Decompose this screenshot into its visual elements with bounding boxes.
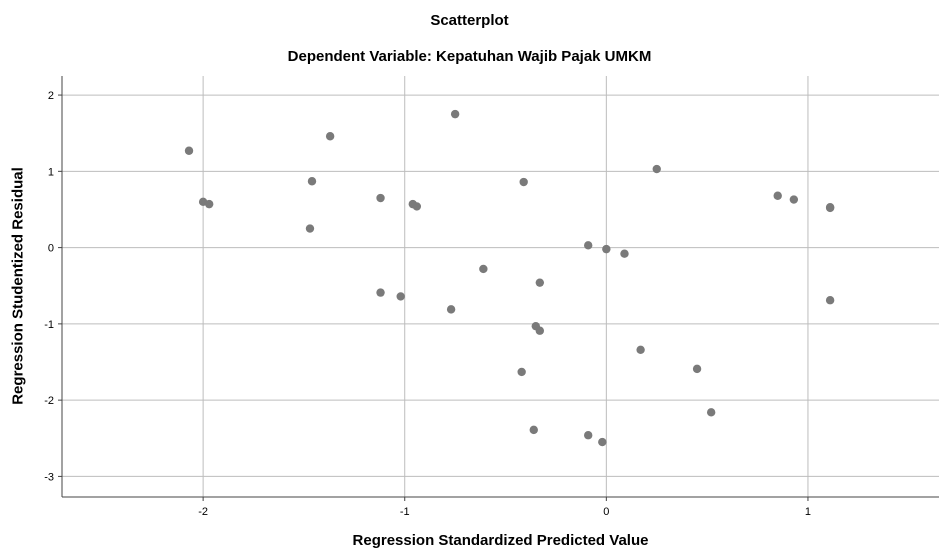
data-point <box>450 109 460 119</box>
data-point <box>620 249 629 258</box>
data-point <box>706 408 716 417</box>
y-tick-label: 2 <box>48 90 54 102</box>
y-tick-label: -2 <box>44 395 54 407</box>
data-point <box>598 437 607 447</box>
x-tick-label: 0 <box>603 506 609 518</box>
data-point <box>479 264 488 274</box>
data-point <box>519 177 528 187</box>
y-tick-label: 1 <box>48 166 54 178</box>
y-tick-label: -3 <box>44 471 54 483</box>
data-point <box>396 292 405 301</box>
data-point <box>305 224 315 233</box>
data-point <box>307 177 317 186</box>
data-point <box>529 425 538 435</box>
data-point <box>692 364 702 374</box>
data-point <box>517 367 526 377</box>
data-point <box>825 296 835 305</box>
data-point <box>535 326 545 335</box>
data-point <box>584 241 593 250</box>
data-point <box>376 193 385 203</box>
y-tick-label: -1 <box>44 319 54 331</box>
data-point <box>204 199 214 209</box>
data-point <box>825 202 835 212</box>
data-point <box>602 244 611 254</box>
data-point <box>584 431 593 440</box>
x-tick-label: -1 <box>400 506 410 518</box>
data-point <box>789 195 799 204</box>
data-point <box>325 132 335 141</box>
data-point <box>773 191 782 200</box>
x-axis-label: Regression Standardized Predicted Value <box>352 532 649 549</box>
data-point <box>652 164 661 174</box>
chart-title: Scatterplot <box>430 12 509 29</box>
data-point <box>446 305 456 314</box>
chart-subtitle: Dependent Variable: Kepatuhan Wajib Paja… <box>287 48 652 65</box>
data-point <box>412 202 422 211</box>
x-tick-label: -2 <box>198 506 208 518</box>
x-tick-label: 1 <box>805 506 811 518</box>
data-point <box>184 146 194 155</box>
data-point <box>636 345 645 355</box>
data-point <box>376 288 385 297</box>
y-tick-label: 0 <box>48 243 54 255</box>
data-point <box>535 278 545 287</box>
